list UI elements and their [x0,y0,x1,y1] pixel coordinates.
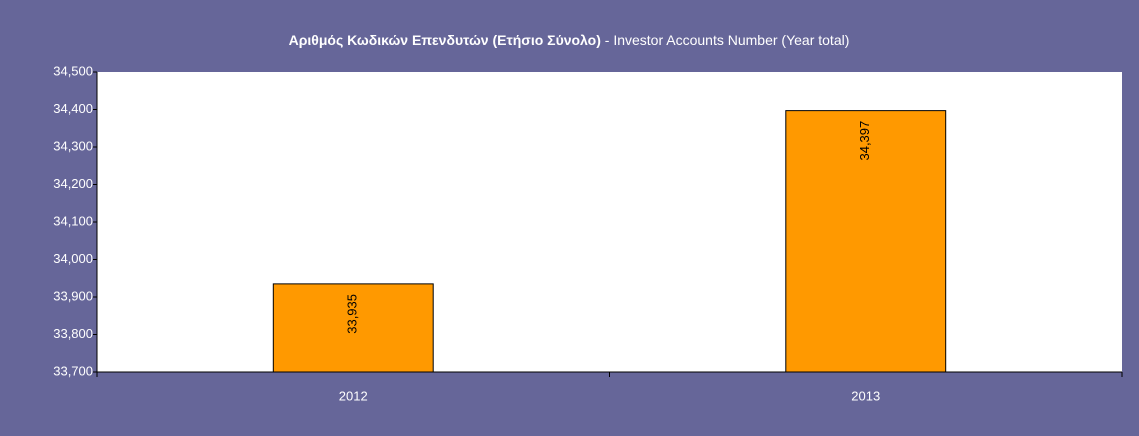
y-tick-label: 34,500 [53,63,93,78]
value-label: 34,397 [857,121,872,161]
y-tick-label: 34,000 [53,251,93,266]
bar [785,110,947,373]
y-tick-label: 33,800 [53,326,93,341]
x-tick-label: 2012 [339,388,368,403]
y-tick-label: 33,900 [53,288,93,303]
y-tick-label: 34,400 [53,101,93,116]
title-sub: - Investor Accounts Number (Year total) [605,32,850,48]
plot-area [97,72,1122,372]
y-tick-label: 34,200 [53,176,93,191]
chart-title: Αριθμός Κωδικών Επενδυτών (Ετήσιο Σύνολο… [289,32,850,48]
x-tick-label: 2013 [851,388,880,403]
bar [272,283,434,373]
y-tick-label: 34,300 [53,138,93,153]
y-tick-label: 34,100 [53,213,93,228]
value-label: 33,935 [345,294,360,334]
y-tick-label: 33,700 [53,363,93,378]
title-main: Αριθμός Κωδικών Επενδυτών (Ετήσιο Σύνολο… [289,32,601,48]
